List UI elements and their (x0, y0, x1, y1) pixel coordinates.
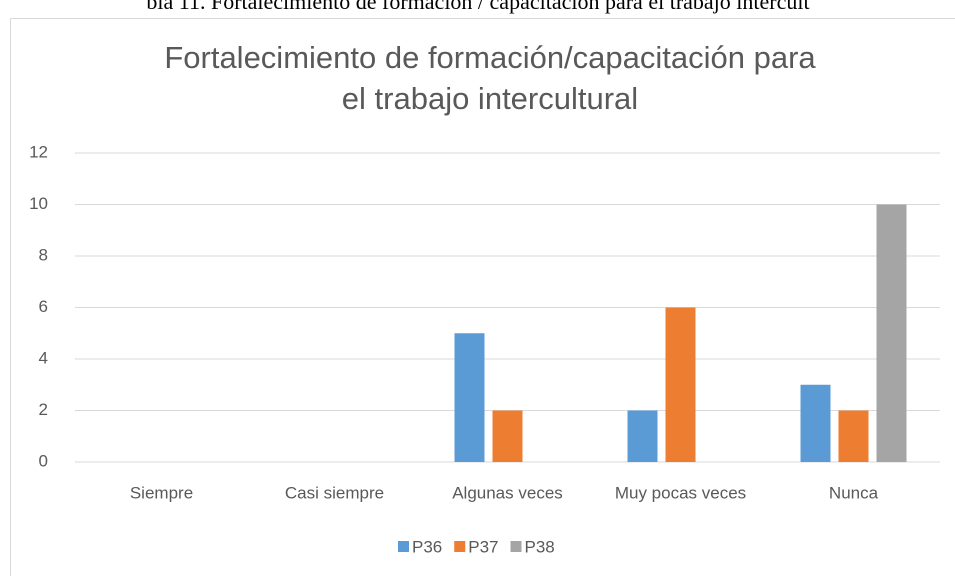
legend-label: P38 (525, 537, 555, 556)
y-tick-label: 4 (39, 348, 48, 367)
y-tick-label: 12 (29, 142, 48, 161)
legend-label: P37 (468, 537, 498, 556)
chart-title: el trabajo intercultural (342, 81, 638, 116)
bar (800, 384, 831, 462)
x-tick-label: Nunca (829, 483, 879, 502)
bar (876, 204, 907, 462)
bar (665, 307, 696, 462)
chart-title: Fortalecimiento de formación/capacitació… (164, 40, 816, 75)
x-tick-label: Muy pocas veces (615, 483, 746, 502)
bar (627, 410, 658, 462)
x-tick-label: Siempre (130, 483, 193, 502)
y-tick-label: 10 (29, 194, 48, 213)
bar (838, 410, 869, 462)
x-tick-label: Casi siempre (285, 483, 384, 502)
bar (492, 410, 523, 462)
caption: bla 11. Fortalecimiento de formación / c… (146, 0, 809, 14)
x-tick-label: Algunas veces (452, 483, 563, 502)
chart-border (10, 18, 955, 576)
legend-label: P36 (412, 537, 442, 556)
legend-swatch (398, 541, 409, 552)
legend-swatch (454, 541, 466, 552)
y-tick-label: 0 (39, 451, 48, 470)
y-tick-label: 2 (39, 400, 48, 419)
bar (454, 333, 485, 462)
y-tick-label: 8 (39, 245, 48, 264)
legend-swatch (510, 541, 522, 552)
y-tick-label: 6 (39, 297, 48, 316)
